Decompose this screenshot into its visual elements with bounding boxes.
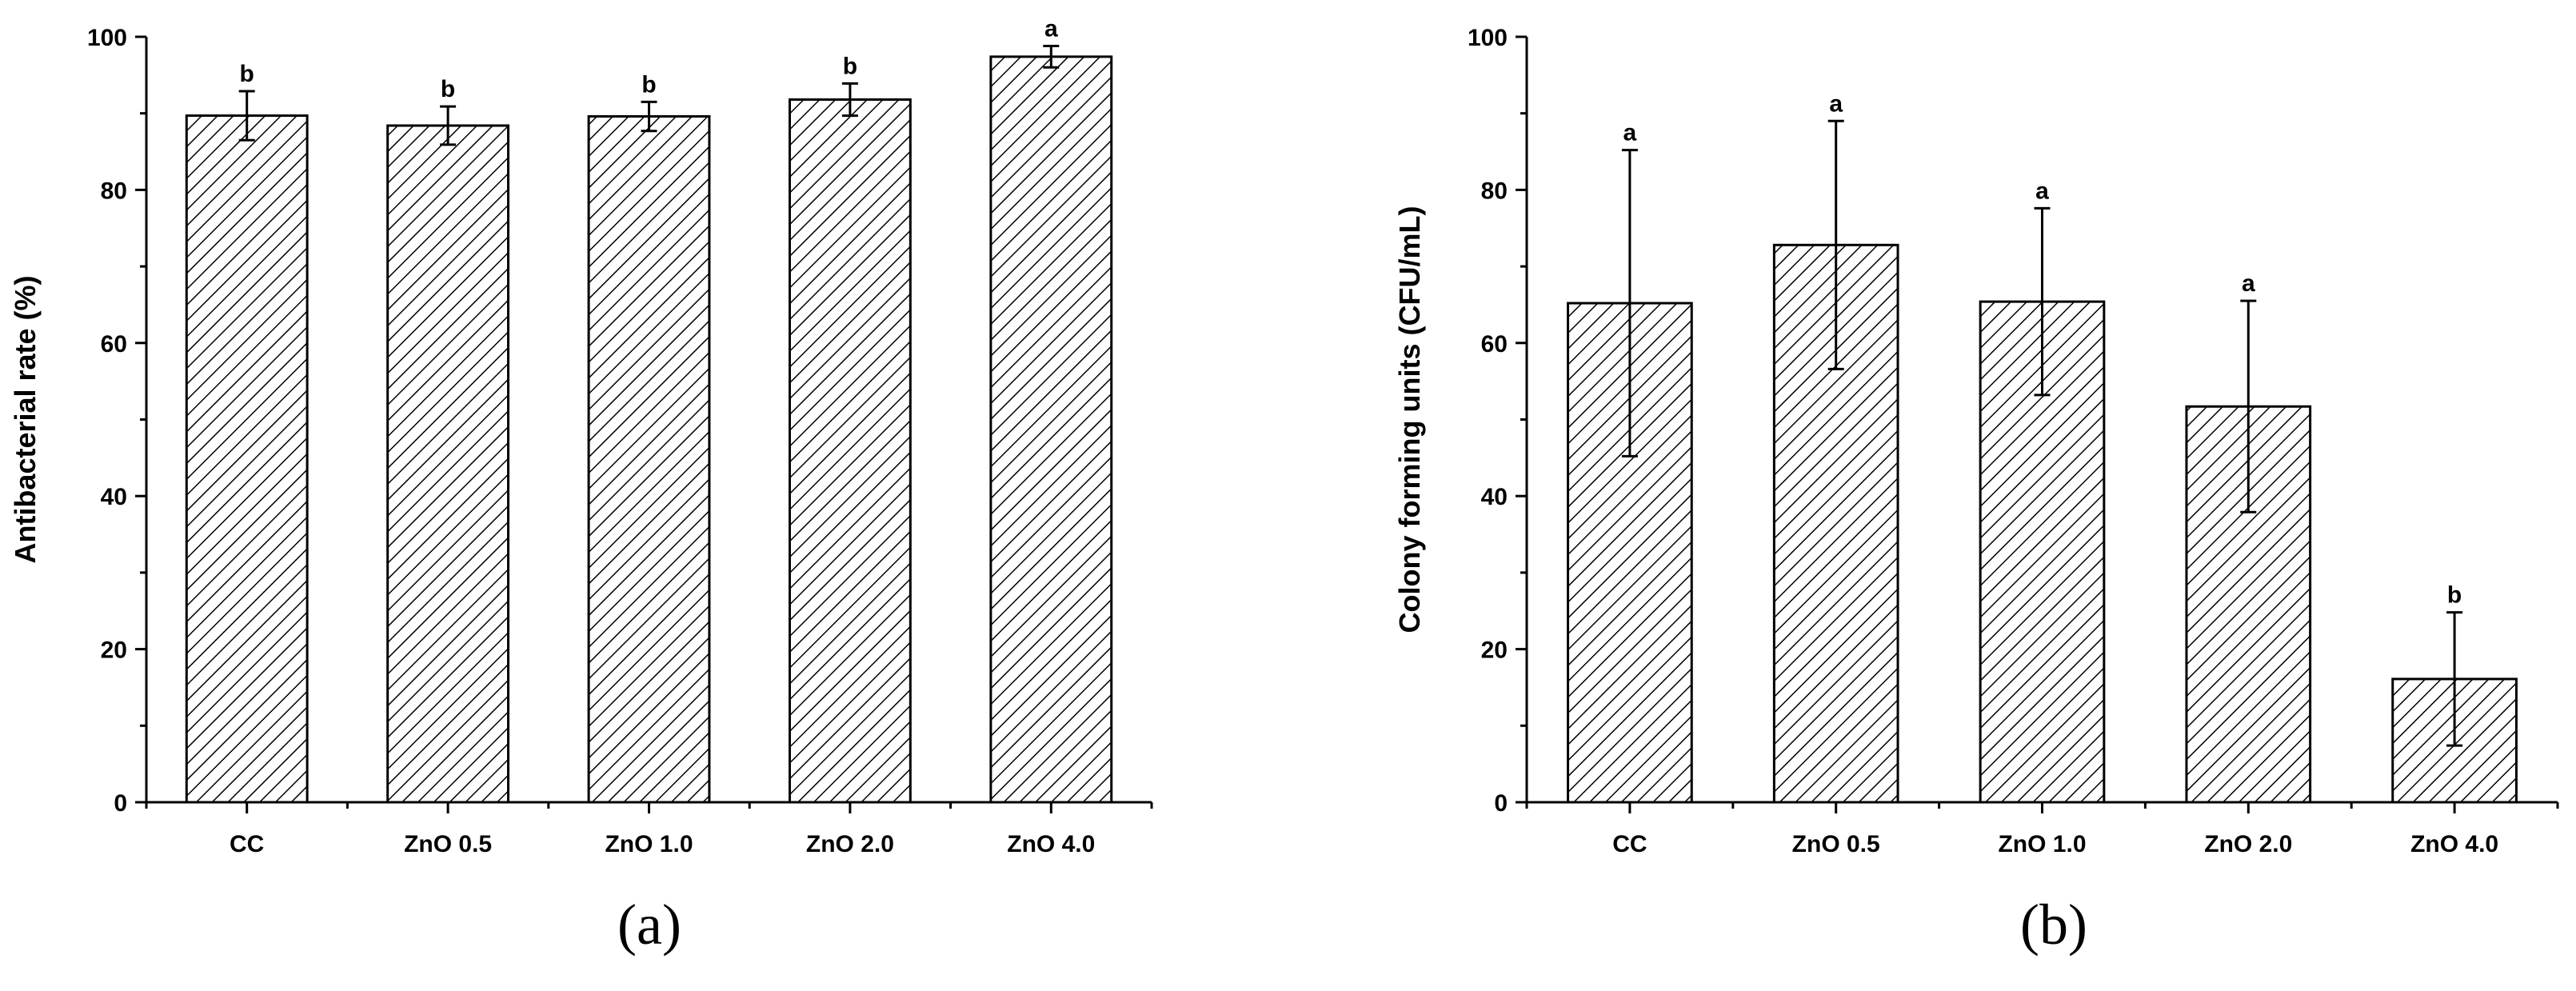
error-bar-4 [841,82,858,118]
significance-label-2: b [441,76,455,102]
x-tick-label-2: ZnO 0.5 [1792,831,1880,857]
x-tick-label-5: ZnO 4.0 [1007,831,1095,857]
significance-label-4: a [2242,270,2255,297]
x-tick-label-1: CC [230,831,264,857]
significance-label-1: a [1623,120,1637,146]
x-tick-label-4: ZnO 2.0 [2204,831,2292,857]
y-tick-label-20: 20 [1481,637,1508,664]
bar-4 [788,98,912,804]
y-tick-label-0: 0 [114,790,127,817]
x-tick-label-1: CC [1612,831,1647,857]
y-tick-label-0: 0 [1494,790,1508,817]
error-bar-3 [2034,206,2051,397]
y-tick-label-20: 20 [101,637,127,664]
x-tick-label-4: ZnO 2.0 [806,831,894,857]
y-tick-label-80: 80 [101,178,127,204]
y-axis-label: Colony forming units (CFU/mL) [1393,206,1426,633]
error-bar-4 [2240,299,2257,513]
bar-5 [989,55,1113,804]
y-tick-label-80: 80 [1481,178,1508,204]
panel-label: (a) [617,893,681,957]
chart-b: a CC a ZnO 0.5 a ZnO 1.0 a ZnO 2.0 b ZnO 4.0 0 20 40… [1393,25,2559,957]
y-tick-label-40: 40 [1481,484,1508,510]
significance-label-5: a [1044,15,1058,42]
error-bar-2 [440,105,457,146]
significance-label-5: b [2447,582,2462,609]
error-bar-5 [2446,611,2463,747]
bar-2 [386,124,510,804]
bar-1 [185,114,309,804]
panel-label: (b) [2020,893,2087,957]
y-tick-label-100: 100 [1468,25,1508,51]
chart-a: b CC b ZnO 0.5 b ZnO 1.0 b ZnO 2.0 a ZnO 4.0 0 20 40… [9,15,1153,957]
error-bar-1 [238,90,255,142]
y-tick-label-100: 100 [87,25,127,51]
y-tick-label-60: 60 [1481,331,1508,358]
x-tick-label-3: ZnO 1.0 [605,831,693,857]
error-bar-2 [1827,119,1844,370]
y-axis-label: Antibacterial rate (%) [9,275,42,563]
error-bar-5 [1043,44,1060,69]
significance-label-2: a [1829,90,1843,117]
x-tick-label-3: ZnO 1.0 [1998,831,2086,857]
bar-3 [587,115,711,804]
error-bar-1 [1621,149,1638,458]
significance-label-3: b [641,71,656,98]
significance-label-1: b [240,61,254,87]
significance-label-4: b [843,53,857,79]
error-bar-3 [641,100,657,133]
y-tick-label-60: 60 [101,331,127,358]
significance-label-3: a [2035,178,2049,204]
y-tick-label-40: 40 [101,484,127,510]
x-tick-label-5: ZnO 4.0 [2410,831,2498,857]
x-tick-label-2: ZnO 0.5 [404,831,492,857]
